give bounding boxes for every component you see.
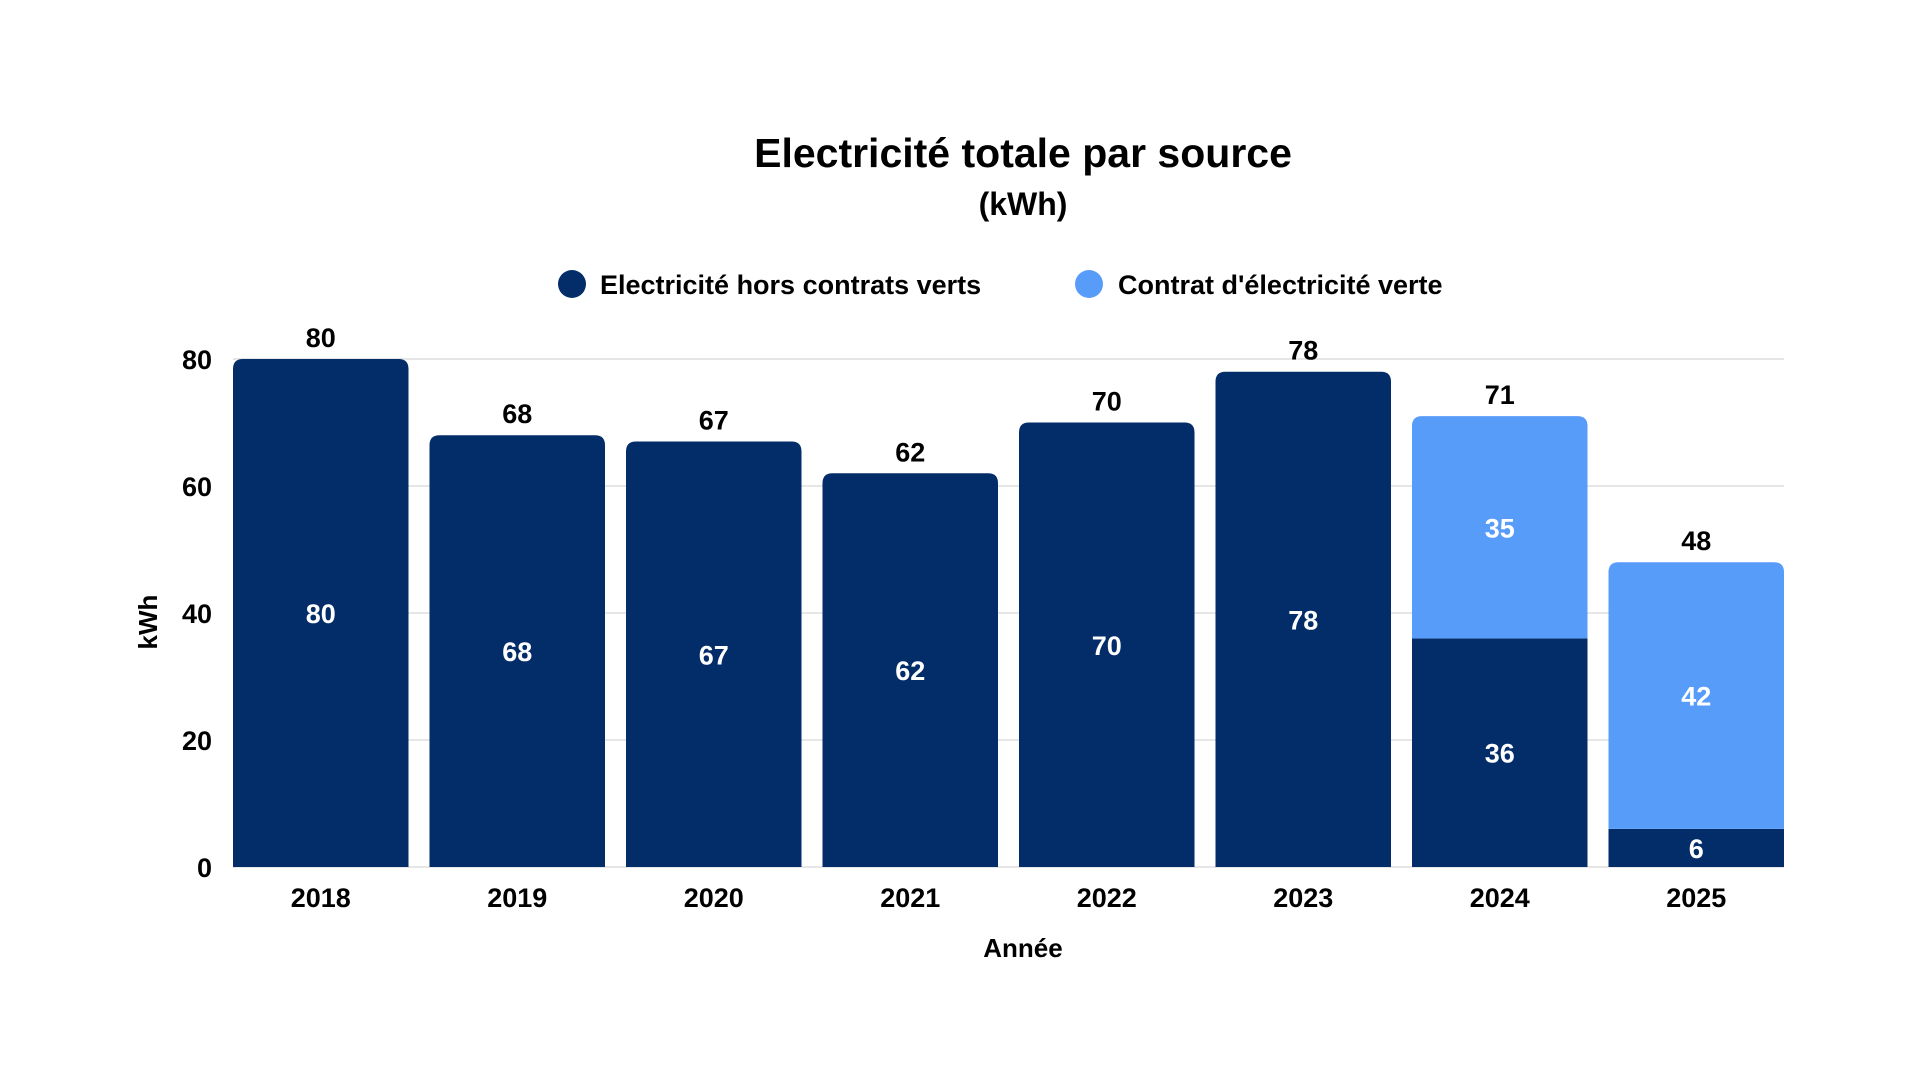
data-label-inside: 68: [502, 637, 532, 667]
data-label-inside: 36: [1485, 739, 1515, 769]
y-tick-label: 80: [182, 345, 212, 375]
y-axis-ticks: 0 20 40 60 80: [182, 345, 212, 883]
bar-group-2021[interactable]: 62 62: [822, 437, 999, 867]
x-tick-label: 2024: [1470, 883, 1530, 913]
bar-group-2024[interactable]: 36 35 71: [1412, 380, 1588, 867]
chart-subtitle: (kWh): [979, 186, 1068, 222]
data-label-total: 62: [895, 437, 925, 467]
bar-group-2019[interactable]: 68 68: [429, 399, 606, 867]
data-label-inside: 70: [1092, 631, 1122, 661]
data-label-inside: 80: [306, 599, 336, 629]
bar-group-2020[interactable]: 67 67: [626, 406, 802, 867]
legend: Electricité hors contrats verts Contrat …: [558, 270, 1443, 300]
data-label-total: 48: [1681, 526, 1711, 556]
y-tick-label: 60: [182, 472, 212, 502]
x-tick-label: 2023: [1273, 883, 1333, 913]
chart-title: Electricité totale par source: [754, 130, 1292, 176]
legend-dot-icon: [558, 270, 586, 298]
bar-segment-non-green[interactable]: [1412, 638, 1588, 867]
bar-segment-non-green[interactable]: [1608, 828, 1785, 867]
bar-group-2023[interactable]: 78 78: [1215, 336, 1392, 867]
data-label-total: 71: [1485, 380, 1515, 410]
y-tick-label: 40: [182, 599, 212, 629]
data-label-inside: 6: [1689, 834, 1704, 864]
data-label-total: 68: [502, 399, 532, 429]
x-axis-ticks: 2018 2019 2020 2021 2022 2023 2024 2025: [291, 883, 1727, 913]
bar-segment-non-green[interactable]: [1019, 422, 1195, 868]
data-label-total: 67: [699, 406, 729, 436]
y-axis-title: kWh: [133, 595, 163, 650]
legend-dot-icon: [1075, 270, 1103, 298]
bars: 80 80 68 68 67 67 62 62 70 70 78 78 36 35 71 6 42 48: [233, 323, 1784, 867]
data-label-inside: 78: [1288, 605, 1318, 635]
x-tick-label: 2022: [1077, 883, 1137, 913]
x-tick-label: 2020: [684, 883, 744, 913]
bar-group-2025[interactable]: 6 42 48: [1608, 526, 1785, 867]
x-axis-title: Année: [983, 933, 1062, 963]
legend-label: Contrat d'électricité verte: [1118, 270, 1443, 300]
bar-group-2022[interactable]: 70 70: [1019, 387, 1195, 868]
x-tick-label: 2019: [487, 883, 547, 913]
y-tick-label: 20: [182, 726, 212, 756]
legend-item-green-contract[interactable]: Contrat d'électricité verte: [1075, 270, 1443, 300]
data-label-inside: 35: [1485, 513, 1515, 543]
y-tick-label: 0: [197, 853, 212, 883]
x-tick-label: 2025: [1666, 883, 1726, 913]
data-label-inside: 42: [1681, 682, 1711, 712]
data-label-total: 80: [306, 323, 336, 353]
bar-segment-non-green[interactable]: [233, 359, 409, 867]
bar-segment-non-green[interactable]: [822, 473, 999, 867]
data-label-total: 78: [1288, 336, 1318, 366]
data-label-inside: 62: [895, 656, 925, 686]
bar-segment-green-contract[interactable]: [1412, 416, 1588, 639]
data-label-inside: 67: [699, 640, 729, 670]
legend-label: Electricité hors contrats verts: [600, 270, 981, 300]
data-label-total: 70: [1092, 387, 1122, 417]
bar-segment-non-green[interactable]: [1215, 371, 1392, 867]
bar-group-2018[interactable]: 80 80: [233, 323, 409, 867]
bar-segment-non-green[interactable]: [429, 435, 606, 867]
bar-segment-non-green[interactable]: [626, 441, 802, 867]
legend-item-non-green[interactable]: Electricité hors contrats verts: [558, 270, 981, 300]
x-tick-label: 2018: [291, 883, 351, 913]
x-tick-label: 2021: [880, 883, 940, 913]
bar-segment-green-contract[interactable]: [1608, 562, 1785, 829]
